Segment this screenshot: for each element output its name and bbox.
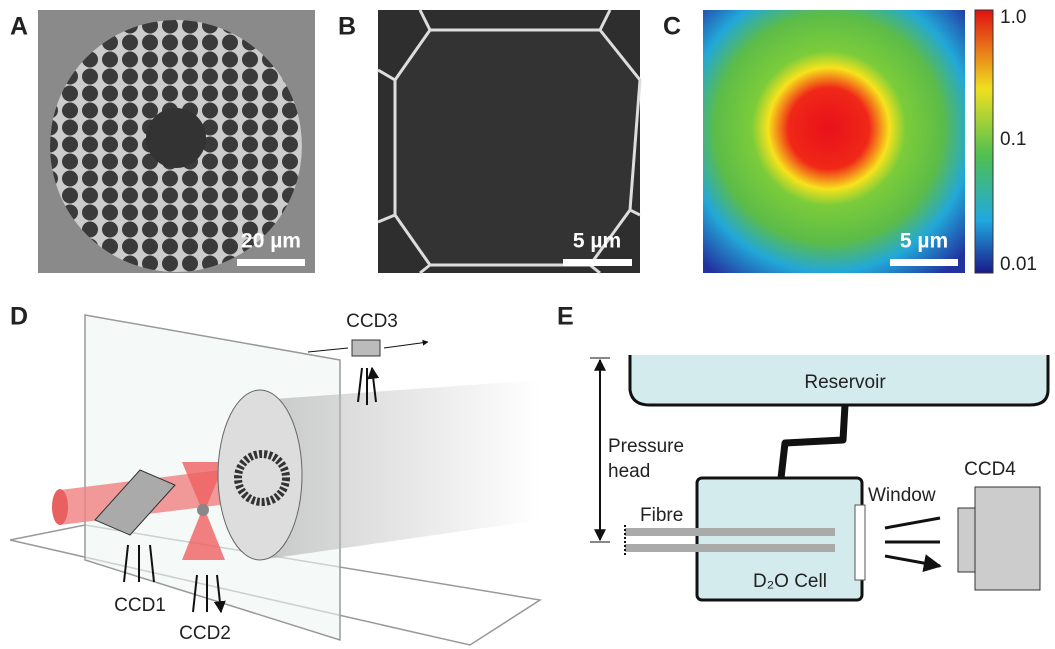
scale-label: 5 µm — [900, 230, 948, 253]
figure: 20 µm A 5 µm B 5 µm 1.0 0.1 0.01 C CCD1 … — [0, 0, 1055, 649]
colorbar — [975, 10, 993, 273]
tube — [781, 405, 845, 478]
colorbar-tick: 0.01 — [1000, 254, 1037, 275]
pressure-label: head — [608, 461, 650, 482]
particle — [197, 504, 209, 516]
fibre — [625, 544, 835, 552]
reservoir-label: Reservoir — [804, 372, 886, 393]
camera — [958, 508, 975, 572]
beam-end — [52, 489, 68, 525]
camera-label: CCD2 — [179, 623, 231, 644]
scale-bar — [237, 259, 305, 266]
camera-label: CCD4 — [964, 459, 1016, 480]
panel-label: D — [10, 303, 28, 331]
camera — [352, 340, 380, 356]
panel-label: B — [338, 13, 356, 41]
scale-bar — [563, 259, 632, 266]
pressure-label: Pressure — [608, 436, 684, 457]
colorbar-tick: 1.0 — [1000, 7, 1026, 28]
fibre-core — [146, 108, 206, 168]
fibre — [625, 528, 835, 536]
colorbar-tick: 0.1 — [1000, 129, 1026, 150]
scale-bar — [890, 259, 958, 266]
camera-label: CCD1 — [114, 595, 166, 616]
panel-label: C — [663, 13, 681, 41]
camera — [975, 487, 1040, 590]
panel-label: A — [10, 13, 28, 41]
window-label: Window — [868, 485, 936, 506]
window — [855, 505, 865, 580]
scale-label: 5 µm — [573, 230, 621, 253]
fibre-label: Fibre — [640, 505, 683, 526]
camera-label: CCD3 — [346, 311, 398, 332]
scale-label: 20 µm — [241, 230, 301, 253]
cell-label: D₂O Cell — [753, 571, 827, 592]
arrows — [885, 518, 940, 566]
panel-label: E — [557, 303, 574, 331]
